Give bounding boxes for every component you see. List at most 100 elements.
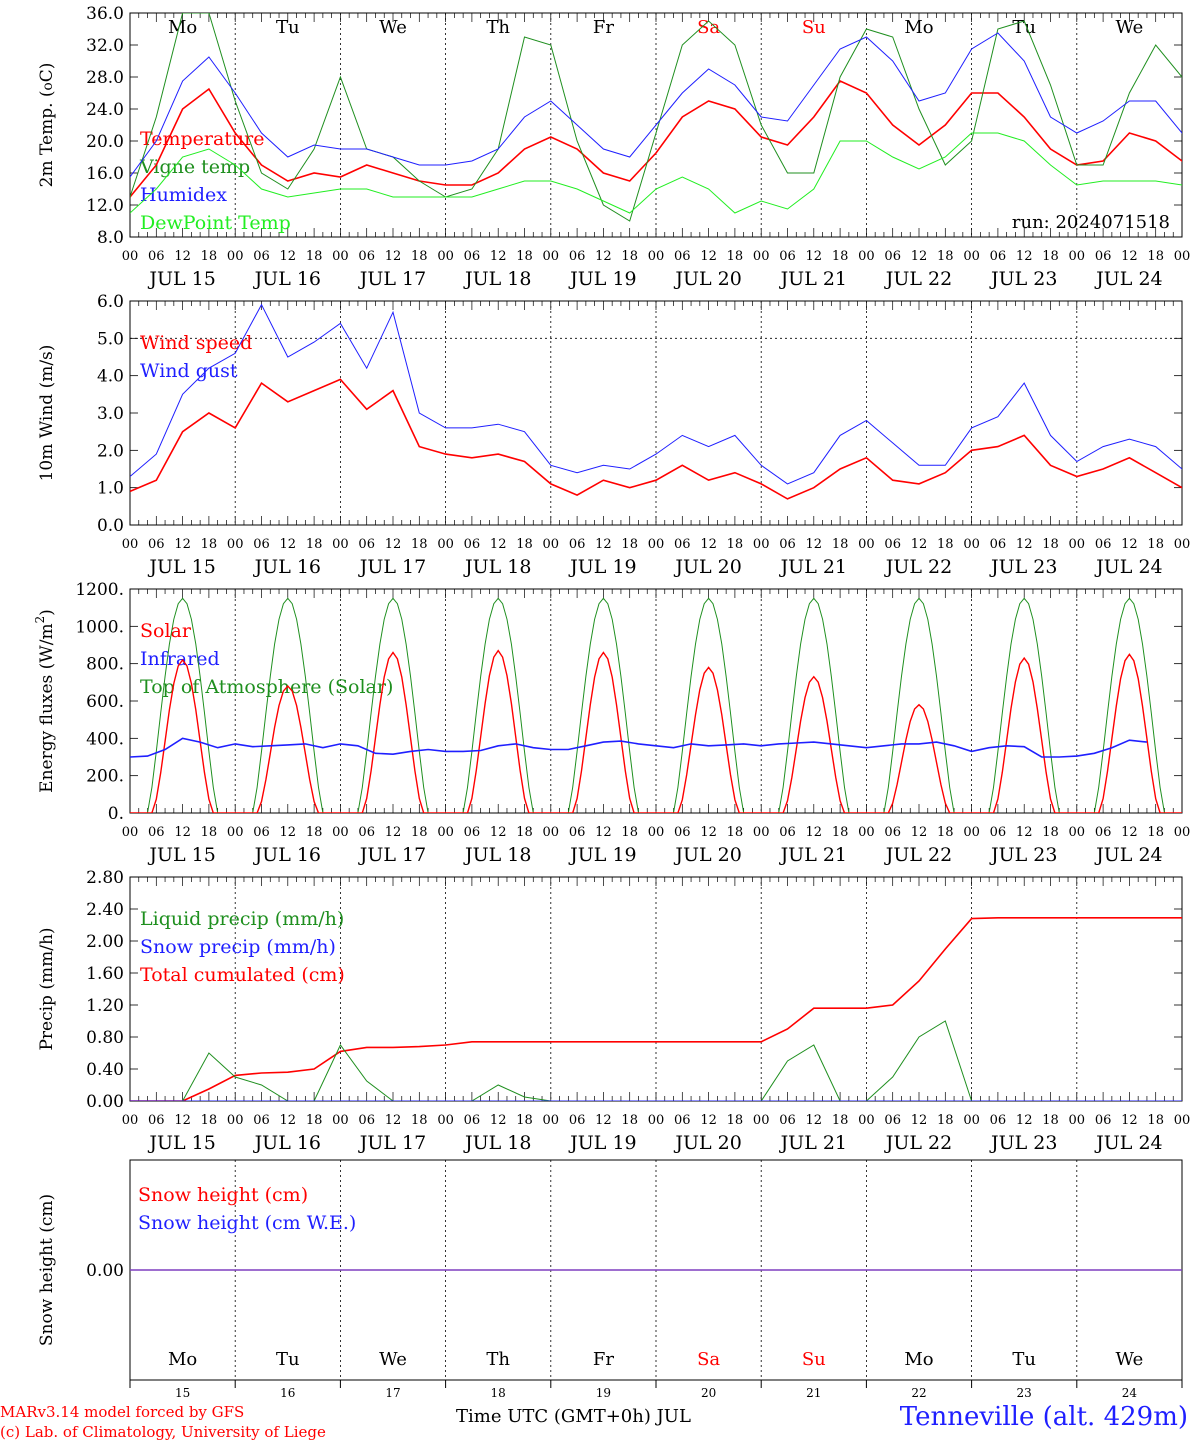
weekday-label: Fr [593, 17, 614, 38]
x-hour-label: 12 [174, 825, 191, 840]
series-infrared [130, 737, 1147, 758]
x-day-label: JUL 19 [568, 268, 636, 290]
x-day-label: JUL 22 [884, 1132, 952, 1154]
x-hour-label: 00 [122, 1113, 139, 1128]
x-hour-label: 06 [674, 249, 691, 264]
x-day-label: JUL 15 [147, 268, 215, 290]
day-number-label: 18 [491, 1386, 506, 1400]
x-hour-label: 06 [464, 825, 481, 840]
series-wind-speed [130, 378, 1182, 500]
x-day-label: JUL 23 [989, 268, 1057, 290]
x-hour-label: 18 [201, 825, 218, 840]
x-hour-label: 06 [884, 537, 901, 552]
x-hour-label: 18 [727, 825, 744, 840]
x-hour-label: 00 [1069, 249, 1086, 264]
x-day-label: JUL 18 [463, 556, 531, 578]
x-hour-label: 06 [1095, 825, 1112, 840]
x-hour-label: 06 [884, 1113, 901, 1128]
x-hour-label: 00 [122, 249, 139, 264]
x-hour-label: 18 [937, 249, 954, 264]
x-hour-label: 18 [937, 1113, 954, 1128]
y-axis-label: 10m Wind (m/s) [37, 345, 57, 482]
x-hour-label: 06 [674, 537, 691, 552]
x-hour-label: 06 [990, 825, 1007, 840]
x-hour-label: 00 [437, 825, 454, 840]
y-tick-label: 200. [86, 767, 124, 787]
x-day-label: JUL 16 [253, 844, 321, 866]
x-hour-label: 18 [1042, 537, 1059, 552]
x-hour-label: 00 [963, 1113, 980, 1128]
x-hour-label: 18 [621, 249, 638, 264]
x-hour-label: 06 [884, 825, 901, 840]
x-hour-label: 18 [1147, 537, 1164, 552]
x-day-label: JUL 15 [147, 556, 215, 578]
x-hour-label: 00 [963, 537, 980, 552]
x-day-label: JUL 19 [568, 556, 636, 578]
x-day-label: JUL 20 [673, 268, 741, 290]
x-hour-label: 00 [1069, 1113, 1086, 1128]
x-hour-label: 18 [201, 249, 218, 264]
x-hour-label: 00 [227, 825, 244, 840]
panel-wind: 0.0 1.0 2.0 3.0 4.0 5.0 6.0 10m Wind (m/s) 00 06 1… [37, 292, 1190, 578]
x-hour-label: 00 [648, 249, 665, 264]
y-tick-label: 20.0 [86, 132, 124, 152]
x-day-label: JUL 22 [884, 556, 952, 578]
weekday-label: Mo [904, 1349, 933, 1370]
legend-entry: Solar [140, 620, 192, 642]
legend-entry: Vigne temp [139, 156, 250, 178]
x-hour-label: 06 [569, 249, 586, 264]
x-hour-label: 00 [648, 825, 665, 840]
weekday-label: Tu [276, 1349, 300, 1370]
x-hour-label: 18 [411, 537, 428, 552]
x-day-label: JUL 16 [253, 556, 321, 578]
y-tick-label: 28.0 [86, 68, 124, 88]
x-hour-label: 12 [1121, 1113, 1138, 1128]
x-axis-title: Time UTC (GMT+0h) JUL [456, 1406, 691, 1427]
series-liquid-precip-mm-h- [130, 1020, 1182, 1101]
weekday-label: Su [802, 17, 826, 38]
x-hour-label: 06 [779, 825, 796, 840]
x-hour-label: 00 [227, 249, 244, 264]
x-hour-label: 12 [280, 825, 297, 840]
weekday-label: Mo [168, 17, 197, 38]
x-hour-label: 06 [464, 1113, 481, 1128]
x-hour-label: 18 [937, 537, 954, 552]
x-hour-label: 18 [1147, 249, 1164, 264]
y-tick-label: 1.0 [97, 479, 124, 499]
x-hour-label: 12 [1121, 249, 1138, 264]
day-number-label: 19 [596, 1386, 611, 1400]
legend-entry: Wind gust [140, 360, 238, 382]
x-hour-label: 12 [1121, 825, 1138, 840]
x-hour-label: 06 [148, 825, 165, 840]
x-hour-label: 12 [1016, 537, 1033, 552]
x-hour-label: 06 [884, 249, 901, 264]
x-hour-label: 00 [753, 1113, 770, 1128]
x-hour-label: 00 [1174, 249, 1191, 264]
x-hour-label: 18 [621, 537, 638, 552]
x-hour-label: 06 [358, 1113, 375, 1128]
x-hour-label: 12 [595, 249, 612, 264]
x-hour-label: 12 [595, 537, 612, 552]
x-hour-label: 12 [911, 825, 928, 840]
x-hour-label: 18 [516, 249, 533, 264]
weekday-label: We [1116, 1349, 1144, 1370]
x-day-label: JUL 17 [358, 1132, 426, 1154]
x-hour-label: 18 [727, 249, 744, 264]
x-hour-label: 00 [227, 1113, 244, 1128]
x-hour-label: 12 [490, 537, 507, 552]
day-number-label: 22 [911, 1386, 926, 1400]
x-hour-label: 00 [858, 249, 875, 264]
x-hour-label: 12 [806, 1113, 823, 1128]
x-hour-label: 18 [621, 1113, 638, 1128]
legend-entry: DewPoint Temp [140, 212, 291, 234]
x-hour-label: 12 [1016, 825, 1033, 840]
x-hour-label: 18 [832, 537, 849, 552]
series-wind-gust [130, 303, 1182, 485]
x-hour-label: 00 [648, 1113, 665, 1128]
x-hour-label: 18 [1042, 249, 1059, 264]
x-day-label: JUL 23 [989, 844, 1057, 866]
x-hour-label: 06 [253, 537, 270, 552]
x-day-label: JUL 15 [147, 1132, 215, 1154]
y-tick-label: 24.0 [86, 100, 124, 120]
